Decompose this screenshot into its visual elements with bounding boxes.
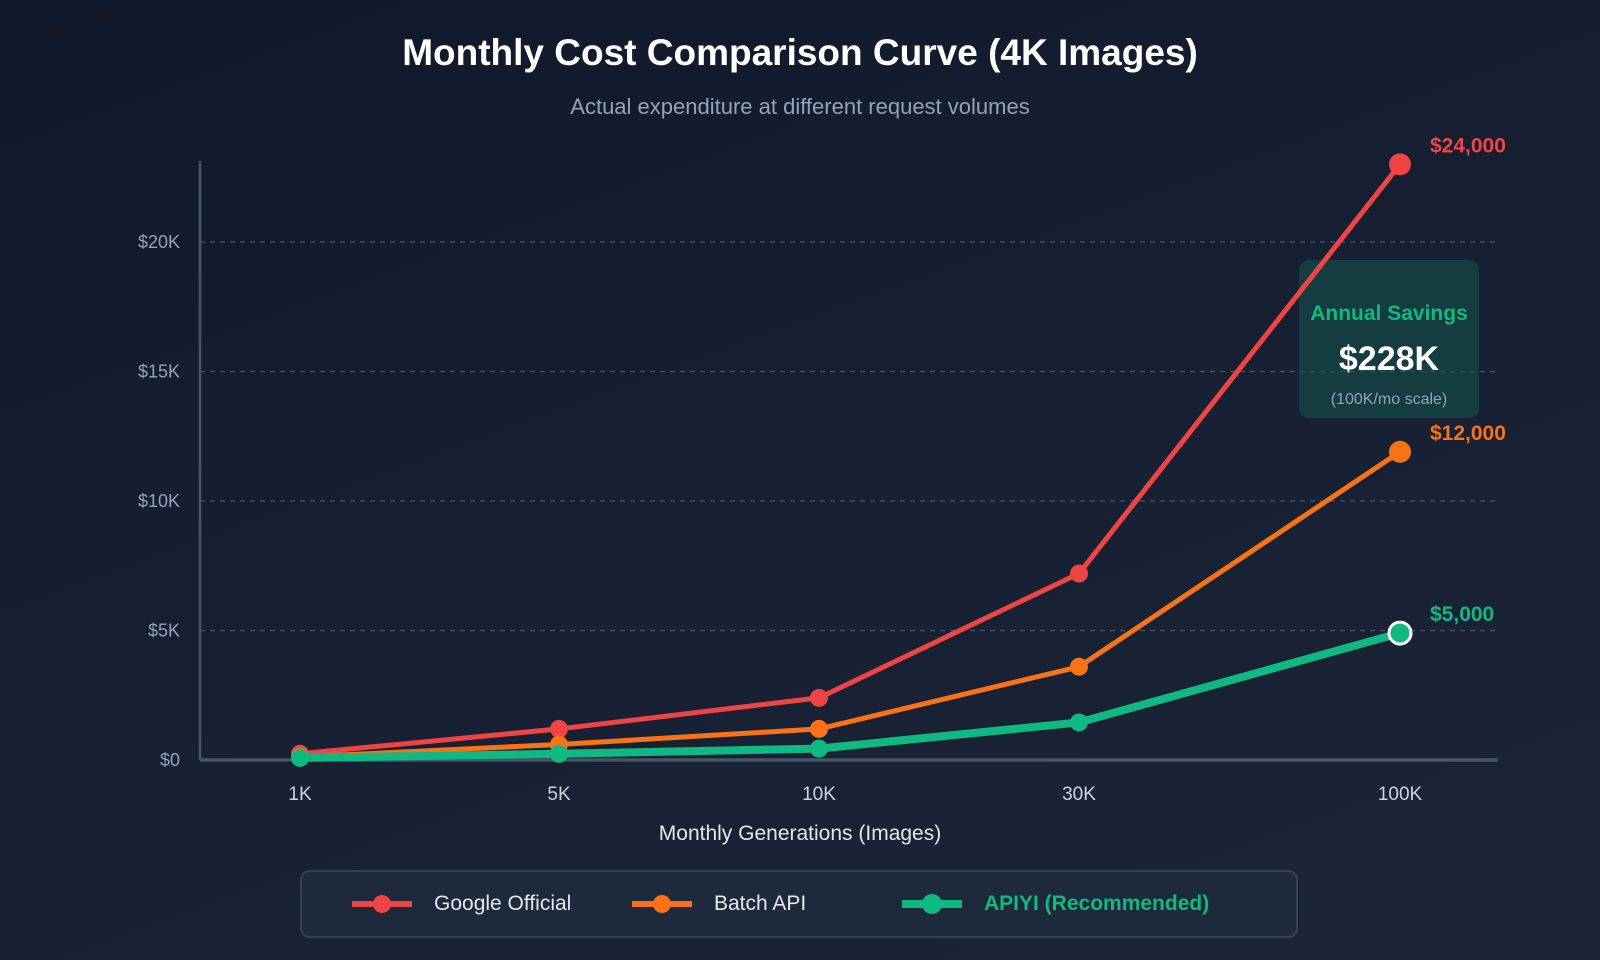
x-tick-label: 100K: [1378, 784, 1423, 805]
data-point: [810, 739, 828, 758]
legend-swatch-google: [352, 894, 412, 914]
data-point: [810, 688, 828, 707]
y-tick-label: $10K: [138, 491, 180, 511]
legend-swatch-batch: [632, 894, 692, 914]
annotation-value: $228K: [1339, 340, 1440, 378]
legend-item-apiyi[interactable]: APIYI (Recommended): [902, 872, 1209, 936]
data-point: [1070, 564, 1088, 583]
y-tick-label: $15K: [138, 362, 180, 382]
series-line-0: [297, 161, 1403, 757]
data-point: [550, 744, 568, 763]
x-tick-label: 1K: [288, 784, 312, 805]
data-point: [1070, 713, 1088, 732]
annotation-note: (100K/mo scale): [1331, 391, 1448, 408]
data-point: [291, 748, 309, 767]
y-tick-label: $0: [160, 750, 180, 770]
data-point: [550, 719, 568, 738]
y-tick-label: $5K: [148, 621, 180, 641]
end-value-label: $5,000: [1430, 603, 1494, 626]
annotation-box: [1299, 260, 1479, 418]
legend-item-batch-api[interactable]: Batch API: [632, 872, 806, 936]
x-tick-label: 10K: [802, 784, 836, 805]
end-value-label: $12,000: [1430, 422, 1506, 445]
x-tick-label: 30K: [1062, 784, 1096, 805]
annotation-label: Annual Savings: [1310, 302, 1468, 325]
y-tick-label: $20K: [138, 232, 180, 252]
data-point: [1070, 657, 1088, 676]
x-axis-label: Monthly Generations (Images): [659, 822, 941, 845]
legend-swatch-apiyi: [902, 894, 962, 914]
end-value-label: $24,000: [1430, 134, 1506, 157]
data-point: [1387, 620, 1413, 646]
chart-subtitle: Actual expenditure at different request …: [570, 94, 1030, 119]
data-point: [1389, 153, 1411, 176]
data-point: [810, 719, 828, 738]
legend-label: APIYI (Recommended): [984, 892, 1210, 915]
series-line-1: [297, 449, 1403, 760]
legend-item-google-official[interactable]: Google Official: [352, 872, 571, 936]
chart-title: Monthly Cost Comparison Curve (4K Images…: [402, 32, 1198, 73]
data-point: [1389, 440, 1411, 463]
legend: Google Official Batch API APIYI (Recomme…: [300, 870, 1298, 938]
legend-label: Batch API: [714, 892, 807, 915]
legend-label: Google Official: [434, 892, 572, 915]
x-tick-label: 5K: [547, 784, 571, 805]
